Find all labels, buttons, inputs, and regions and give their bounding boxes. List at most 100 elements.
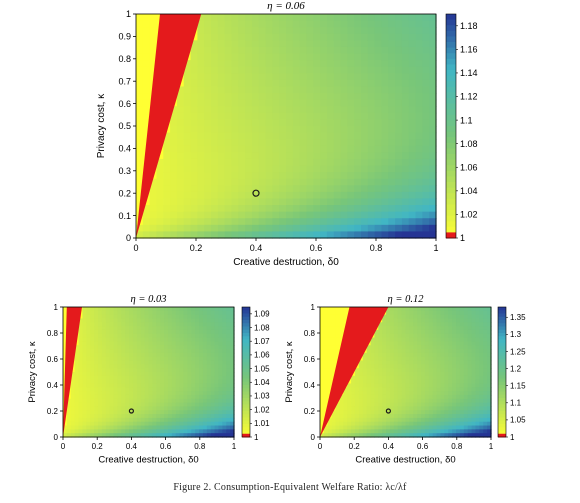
heatmap-cell [183,158,192,167]
colorbar-swatch [242,401,250,405]
heatmap-cell [136,86,144,94]
heatmap-cell [413,383,418,388]
heatmap-cell [327,349,333,354]
heatmap-cell [231,198,239,206]
heatmap-cell [320,421,325,427]
heatmap-cell [176,191,185,200]
heatmap-cell [467,421,473,427]
heatmap-cell [140,387,146,392]
heatmap-cell [401,152,410,160]
heatmap-cell [148,391,153,396]
heatmap-cell [125,425,130,430]
heatmap-cell [70,375,76,381]
heatmap-cell [320,145,328,153]
baseline-marker [385,408,391,414]
heatmap-cell [217,211,226,219]
heatmap-cell [164,379,169,385]
heatmap-cell [409,394,414,400]
y-tick-label: 0.8 [304,329,316,338]
heatmap-cell [230,425,235,430]
heatmap-cell [171,341,177,346]
heatmap-cell [231,53,239,61]
heatmap-cell [389,345,395,350]
heatmap-cell [409,341,414,346]
heatmap-cell [429,53,437,61]
heatmap-cell [191,368,196,373]
y-axis-label: Privacy cost, κ [284,341,295,402]
heatmap-cell [393,360,399,365]
heatmap-cell [170,211,178,219]
heatmap-cell [206,345,212,350]
heatmap-cell [94,352,99,358]
heatmap-cell [444,352,449,358]
heatmap-cell [125,402,130,408]
heatmap-cell [381,231,389,239]
heatmap-cell [210,307,216,312]
heatmap-cell [82,322,87,327]
heatmap-cell [148,375,153,381]
heatmap-cell [160,345,165,350]
heatmap-cell [475,318,480,323]
heatmap-cell [401,66,410,74]
heatmap-cell [362,372,368,377]
heatmap-cell [389,372,395,377]
heatmap-cell [429,132,437,140]
heatmap-cell [331,364,337,369]
heatmap-cell [167,375,173,381]
heatmap-cell [86,356,91,362]
heatmap-cell [354,145,362,153]
heatmap-cell [429,27,437,35]
heatmap-cell [459,322,465,327]
heatmap-cell [413,368,418,373]
heatmap-cell [204,231,212,239]
heatmap-cell [224,119,233,127]
heatmap-cell [231,158,239,167]
heatmap-cell [467,417,473,423]
heatmap-cell [197,158,205,167]
heatmap-cell [245,139,253,147]
heatmap-cell [397,372,403,377]
heatmap-cell [292,27,301,35]
heatmap-cell [354,414,360,419]
heatmap-cell [381,46,389,55]
heatmap-cell [214,356,220,362]
heatmap-cell [331,322,337,327]
heatmap-cell [436,421,442,427]
heatmap-cell [279,66,287,74]
heatmap-cell [136,360,142,365]
heatmap-cell [136,139,144,147]
heatmap-cell [299,172,308,180]
heatmap-cell [327,314,333,320]
heatmap-cell [164,326,169,331]
heatmap-cell [483,307,488,312]
heatmap-cell [299,205,308,213]
heatmap-cell [471,394,477,400]
heatmap-cell [401,375,407,381]
heatmap-cell [436,398,442,404]
heatmap-cell [347,119,355,127]
heatmap-cell [299,40,308,48]
heatmap-cell [432,368,438,373]
heatmap-cell [424,360,430,365]
heatmap-cell [354,79,362,88]
heatmap-cell [183,145,192,153]
heatmap-cell [378,322,383,327]
heatmap-cell [378,387,383,392]
heatmap-cell [90,352,95,358]
heatmap-cell [483,364,488,369]
heatmap-cell [452,402,457,408]
heatmap-cell [190,178,198,186]
heatmap-cell [440,429,445,434]
heatmap-cell [422,53,430,61]
heatmap-cell [217,99,226,107]
heatmap-cell [279,99,287,107]
heatmap-cell [170,132,178,140]
colorbar-swatch [446,204,456,211]
heatmap-cell [190,46,198,55]
heatmap-cell [94,356,99,362]
heatmap-cell [326,86,335,94]
heatmap-cell [370,398,376,404]
heatmap-cell [320,60,328,68]
heatmap-cell [487,364,492,369]
heatmap-cell [94,391,99,396]
